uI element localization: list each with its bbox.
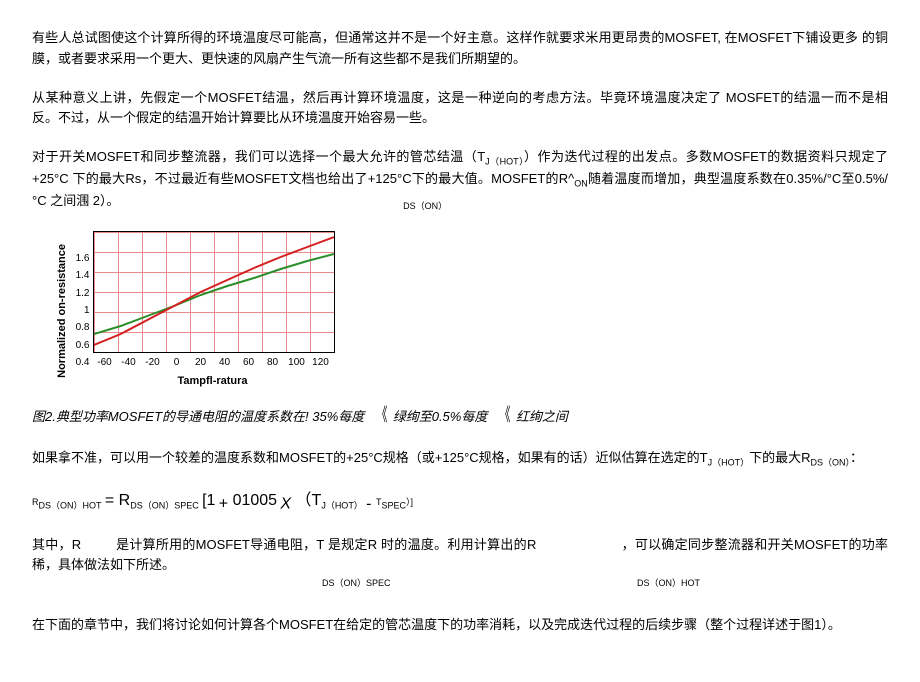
quote-mark-1: 《	[377, 401, 388, 430]
p5-a: 其中，R	[32, 537, 81, 552]
chart-xticks: -60-40-20020406080100120	[93, 355, 333, 371]
caption-mid: 绿绚至0.5%每度	[393, 409, 488, 424]
p4-b: 下的最大R	[749, 450, 810, 465]
eq-tspec-sub: SPEC	[381, 500, 406, 510]
paragraph-6: 在下面的章节中，我们将讨论如何计算各个MOSFET在给定的管芯温度下的功率消耗，…	[32, 615, 888, 636]
paragraph-1: 有些人总试图使这个计算所得的环境温度尽可能高，但通常这并不是一个好主意。这样作就…	[32, 28, 888, 70]
eq-r2-sub: DS（ON）SPEC	[130, 500, 199, 510]
eq-r2: R	[119, 492, 131, 509]
chart-yticks: 1.61.41.210.80.60.4	[76, 251, 90, 371]
caption-lead: 图2.典型功率MOSFET的导通电阻的温度系数在! 35%每度	[32, 409, 364, 424]
paragraph-4: 如果拿不准，可以用一个较差的温度系数和MOSFET的+25°C规格（或+125°…	[32, 448, 888, 470]
p3-sub-a: J（HOT）	[485, 157, 524, 167]
paragraph-5: 其中，R 是计算所用的MOSFET导通电阻，T 是规定R 时的温度。利用计算出的…	[32, 535, 888, 597]
eq-t-sub: J（HOT）	[321, 500, 363, 510]
eq-open: [1	[202, 492, 215, 509]
eq-coef: 01005	[233, 492, 278, 509]
p3-text-a: 对于开关MOSFET和同步整流器，我们可以选择一个最大允许的管芯结温（T	[32, 149, 485, 164]
caption-tail: 红绚之间	[516, 409, 568, 424]
eq-times: X	[280, 495, 295, 512]
eq-paren-l: （T	[296, 492, 322, 509]
p3-tail-sub: DS（ON）	[403, 201, 447, 211]
chart-xlabel: Tampfl-ratura	[93, 373, 333, 391]
equation: RDS（ON）HOT = RDS（ON）SPEC [1 + 01005 X （T…	[32, 488, 888, 517]
p5-a-tail: 是计算所用的MOSFET导通电阻，T 是规定R 时的温度。利用计算出的R	[116, 537, 536, 552]
quote-mark-2: 《	[500, 401, 511, 430]
p4-sub-b: DS（ON）	[811, 457, 851, 467]
paragraph-3: 对于开关MOSFET和同步整流器，我们可以选择一个最大允许的管芯结温（TJ（HO…	[32, 147, 888, 213]
p5-sub2: DS（ON）HOT	[637, 576, 700, 597]
p4-a: 如果拿不准，可以用一个较差的温度系数和MOSFET的+25°C规格（或+125°…	[32, 450, 708, 465]
paragraph-2: 从某种意义上讲，先假定一个MOSFET结温，然后再计算环境温度，这是一种逆向的考…	[32, 88, 888, 130]
eq-close: ）]	[406, 497, 413, 507]
chart-figure: Normalized on-resistance 1.61.41.210.80.…	[54, 231, 888, 391]
p5-sub1: DS（ON）SPEC	[322, 576, 452, 597]
eq-plus: +	[219, 495, 233, 512]
eq-eq: =	[105, 492, 119, 509]
eq-minus: -	[366, 495, 376, 512]
p4-c: ：	[850, 450, 863, 465]
chart-plot	[93, 231, 335, 353]
eq-lhs-sub: DS（ON）HOT	[39, 500, 102, 510]
p4-sub-a: J（HOT）	[708, 457, 750, 467]
p3-sub-b: ON	[574, 179, 588, 189]
chart-ylabel: Normalized on-resistance	[54, 244, 72, 378]
figure-caption: 图2.典型功率MOSFET的导通电阻的温度系数在! 35%每度 《 绿绚至0.5…	[32, 401, 888, 430]
